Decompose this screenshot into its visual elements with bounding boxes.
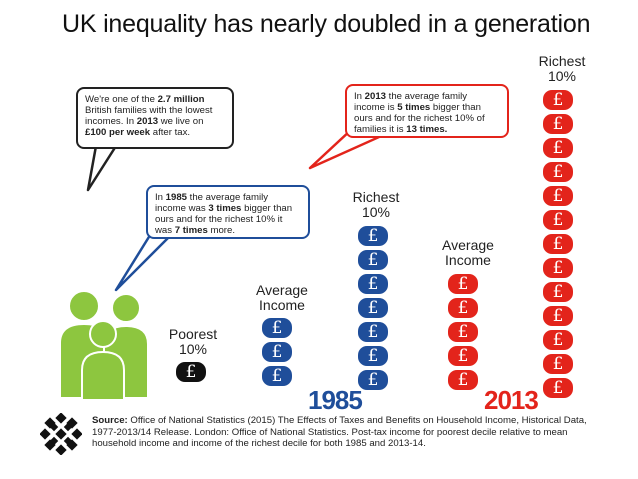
label-richest-1985: Richest 10% (352, 189, 400, 220)
year-2013-label: 2013 (484, 385, 539, 415)
bubble-1985-tail (114, 231, 171, 292)
bubble-2013: In 2013 the average family income is 5 t… (345, 84, 509, 138)
coin-stack-richest-1985: £ £ £ £ £ £ £ (358, 226, 388, 394)
source-citation: Source: Office of National Statistics (2… (92, 415, 587, 449)
pound-coin-icon: £ (448, 274, 478, 294)
pound-coin-icon: £ (262, 342, 292, 362)
pound-coin-icon: £ (543, 138, 573, 158)
pound-coin-icon: £ (448, 322, 478, 342)
coin-stack-average-2013: £ £ £ £ £ (448, 274, 478, 394)
pound-coin-icon: £ (358, 346, 388, 366)
snowflake-lattice-logo (40, 413, 82, 455)
pound-coin-icon: £ (358, 226, 388, 246)
bubble-1985: In 1985 the average family income was 3 … (146, 185, 310, 239)
label-average-1985: Average Income (256, 282, 308, 313)
pound-coin-icon: £ (448, 370, 478, 390)
coin-stack-average-1985: £ £ £ (262, 318, 292, 390)
pound-coin-icon: £ (543, 378, 573, 398)
pound-coin-icon: £ (448, 346, 478, 366)
pound-coin-icon: £ (448, 298, 478, 318)
pound-coin-icon: £ (543, 234, 573, 254)
family-people-icon (59, 290, 149, 400)
pound-coin-icon: £ (358, 322, 388, 342)
pound-coin-icon: £ (543, 258, 573, 278)
pound-coin-icon: £ (543, 186, 573, 206)
pound-coin-icon: £ (543, 330, 573, 350)
label-poorest: Poorest 10% (168, 326, 218, 357)
poorest-bubble-tail (86, 145, 118, 192)
coin-stack-poorest: £ (176, 362, 206, 386)
pound-coin-icon: £ (543, 282, 573, 302)
coin-stack-richest-2013: £ £ £ £ £ £ £ £ £ £ £ £ £ (543, 90, 573, 402)
year-1985-label: 1985 (308, 385, 363, 415)
pound-coin-icon: £ (358, 298, 388, 318)
label-richest-2013: Richest 10% (538, 53, 586, 84)
pound-coin-icon: £ (262, 366, 292, 386)
pound-coin-icon: £ (543, 354, 573, 374)
poorest-family-bubble: We're one of the 2.7 million British fam… (76, 87, 234, 149)
pound-coin-icon: £ (543, 114, 573, 134)
pound-coin-icon: £ (543, 90, 573, 110)
pound-coin-icon: £ (358, 370, 388, 390)
pound-coin-icon: £ (176, 362, 206, 382)
pound-coin-icon: £ (543, 210, 573, 230)
pound-coin-icon: £ (262, 318, 292, 338)
label-average-2013: Average Income (442, 237, 494, 268)
pound-coin-icon: £ (543, 162, 573, 182)
pound-coin-icon: £ (358, 250, 388, 270)
pound-coin-icon: £ (543, 306, 573, 326)
page-title: UK inequality has nearly doubled in a ge… (62, 10, 591, 38)
pound-coin-icon: £ (358, 274, 388, 294)
